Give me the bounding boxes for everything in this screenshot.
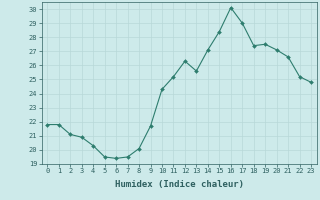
- X-axis label: Humidex (Indice chaleur): Humidex (Indice chaleur): [115, 180, 244, 189]
